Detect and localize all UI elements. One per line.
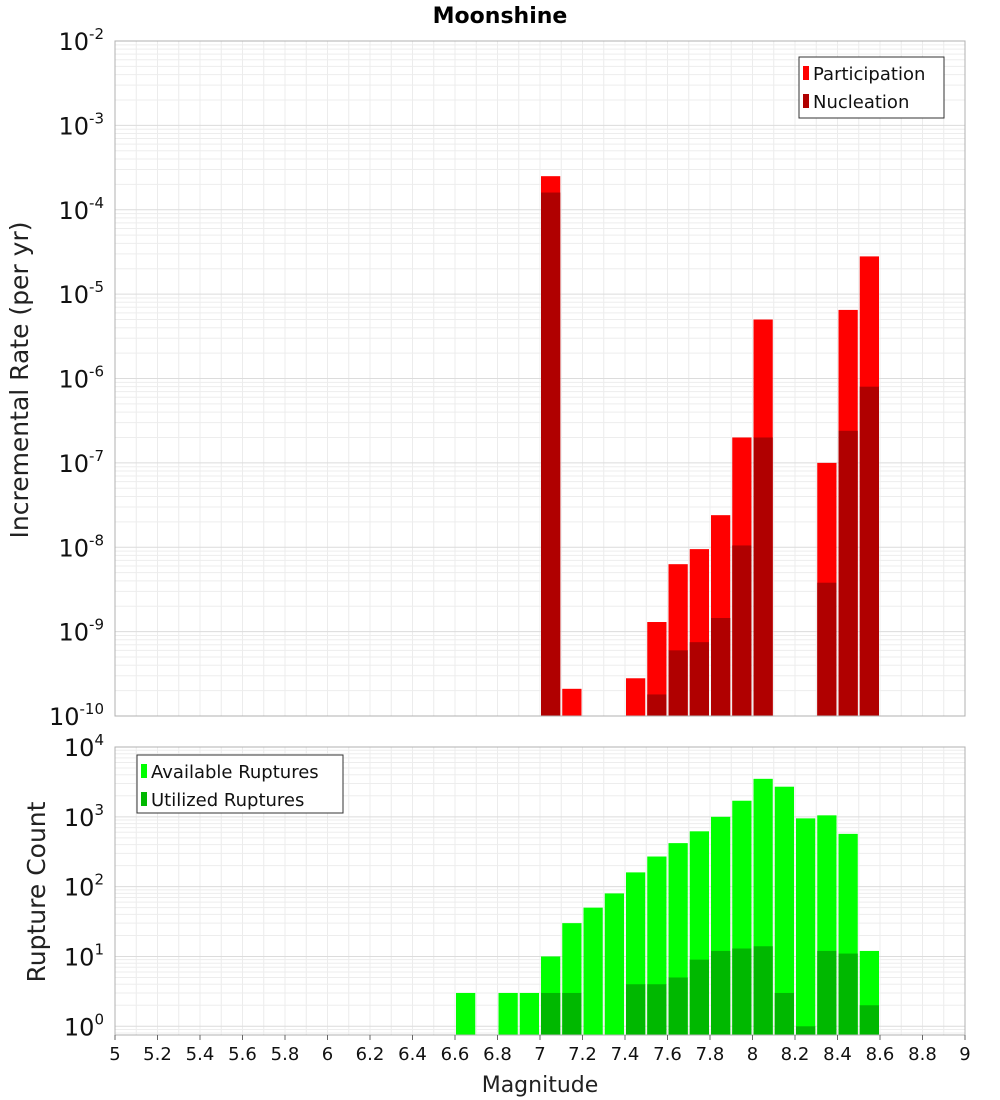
bar-nucleation xyxy=(668,650,688,716)
bar-participation xyxy=(647,622,667,716)
y-tick-label: 10-4 xyxy=(58,194,104,225)
y-tick-label: 100 xyxy=(64,1010,104,1041)
bar-available-ruptures xyxy=(456,992,476,1035)
bar-available-ruptures xyxy=(604,893,624,1035)
bar-nucleation xyxy=(753,437,773,716)
x-tick-label: 6.4 xyxy=(398,1044,427,1065)
y-tick-label: 10-2 xyxy=(58,25,104,56)
bar-nucleation xyxy=(689,642,709,716)
bar-nucleation xyxy=(711,618,731,716)
bar-utilized-ruptures xyxy=(711,950,731,1035)
legend-swatch xyxy=(141,792,147,806)
x-tick-label: 5.2 xyxy=(143,1044,172,1065)
legend-label: Utilized Ruptures xyxy=(151,790,304,811)
x-tick-label: 7.6 xyxy=(653,1044,682,1065)
x-tick-label: 5.6 xyxy=(228,1044,257,1065)
bar-utilized-ruptures xyxy=(668,977,688,1035)
bar-nucleation xyxy=(541,192,561,717)
y-tick-label: 10-7 xyxy=(58,447,104,478)
legend-box xyxy=(136,754,344,814)
bar-utilized-ruptures xyxy=(796,1026,816,1035)
bar-utilized-ruptures xyxy=(647,984,667,1035)
legend-label: Nucleation xyxy=(813,92,909,113)
bar-nucleation xyxy=(732,545,752,716)
legend-swatch xyxy=(803,66,809,80)
bar-utilized-ruptures xyxy=(541,992,561,1035)
x-tick-label: 7.4 xyxy=(611,1044,640,1065)
legend-swatch xyxy=(803,94,809,108)
bar-available-ruptures xyxy=(774,786,794,1035)
x-tick-label: 5.8 xyxy=(271,1044,300,1065)
bar-utilized-ruptures xyxy=(838,953,858,1035)
y-tick-label: 10-6 xyxy=(58,363,104,394)
x-tick-label: 8.8 xyxy=(908,1044,937,1065)
x-axis-label: Magnitude xyxy=(482,1073,599,1098)
y-tick-label: 10-5 xyxy=(58,278,104,309)
bar-utilized-ruptures xyxy=(562,992,582,1035)
bar-nucleation xyxy=(838,430,858,716)
legend-label: Participation xyxy=(813,64,925,85)
x-tick-label: 6 xyxy=(322,1044,333,1065)
legend-box xyxy=(798,56,945,119)
bar-utilized-ruptures xyxy=(753,946,773,1035)
y-tick-label: 104 xyxy=(64,731,104,762)
x-tick-label: 8.2 xyxy=(781,1044,810,1065)
bar-utilized-ruptures xyxy=(817,950,837,1035)
bar-utilized-ruptures xyxy=(626,984,646,1035)
y-tick-label: 101 xyxy=(64,940,104,971)
bar-participation xyxy=(562,688,582,716)
bar-available-ruptures xyxy=(498,992,518,1035)
x-tick-label: 6.6 xyxy=(441,1044,470,1065)
x-tick-label: 5 xyxy=(109,1044,120,1065)
rate-panel: 10-2 10-3 10-4 10-5 10-6 10-7 10-8 10-9 10-10 Par… xyxy=(49,25,966,731)
x-tick-label: 6.2 xyxy=(356,1044,385,1065)
y-tick-label: 102 xyxy=(64,871,104,902)
bar-available-ruptures xyxy=(519,992,539,1035)
y-tick-label: 103 xyxy=(64,801,104,832)
bar-available-ruptures xyxy=(796,818,816,1035)
x-tick-label: 8.6 xyxy=(866,1044,895,1065)
bar-participation xyxy=(626,678,646,716)
bar-utilized-ruptures xyxy=(689,959,709,1035)
x-tick-label: 8.4 xyxy=(823,1044,852,1065)
y-tick-label: 10-10 xyxy=(49,700,104,731)
x-tick-label: 7.2 xyxy=(568,1044,597,1065)
x-tick-label: 7 xyxy=(534,1044,545,1065)
bar-nucleation xyxy=(817,582,837,716)
bar-utilized-ruptures xyxy=(859,1005,879,1035)
bar-utilized-ruptures xyxy=(732,948,752,1035)
y-axis-label-count: Rupture Count xyxy=(22,801,51,982)
y-tick-label: 10-9 xyxy=(58,616,104,647)
bar-utilized-ruptures xyxy=(774,992,794,1035)
legend-label: Available Ruptures xyxy=(151,762,319,783)
y-axis-label-rate: Incremental Rate (per yr) xyxy=(5,222,34,539)
bar-nucleation xyxy=(859,386,879,716)
x-tick-label: 6.8 xyxy=(483,1044,512,1065)
y-tick-label: 10-3 xyxy=(58,109,104,140)
plot-frame xyxy=(114,40,966,717)
chart-title: Moonshine xyxy=(433,4,568,29)
x-tick-label: 5.4 xyxy=(186,1044,215,1065)
x-tick-label: 9 xyxy=(959,1044,970,1065)
x-tick-label: 8 xyxy=(747,1044,758,1065)
x-tick-label: 7.8 xyxy=(696,1044,725,1065)
bar-available-ruptures xyxy=(583,907,603,1035)
legend-swatch xyxy=(141,764,147,778)
bar-nucleation xyxy=(647,694,667,716)
y-tick-label: 10-8 xyxy=(58,531,104,562)
